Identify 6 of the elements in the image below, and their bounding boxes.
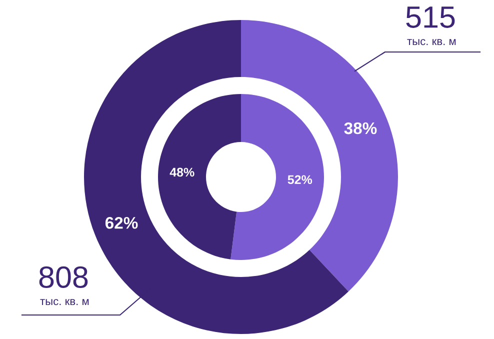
data-label: 62% xyxy=(105,216,138,229)
data-label: 38% xyxy=(344,122,377,134)
text: 515 тыс. кв. м xyxy=(406,6,456,46)
text: 808 тыс. кв. м xyxy=(39,266,89,306)
data-label: 48% xyxy=(170,168,194,177)
data-label: 52% xyxy=(288,175,312,184)
